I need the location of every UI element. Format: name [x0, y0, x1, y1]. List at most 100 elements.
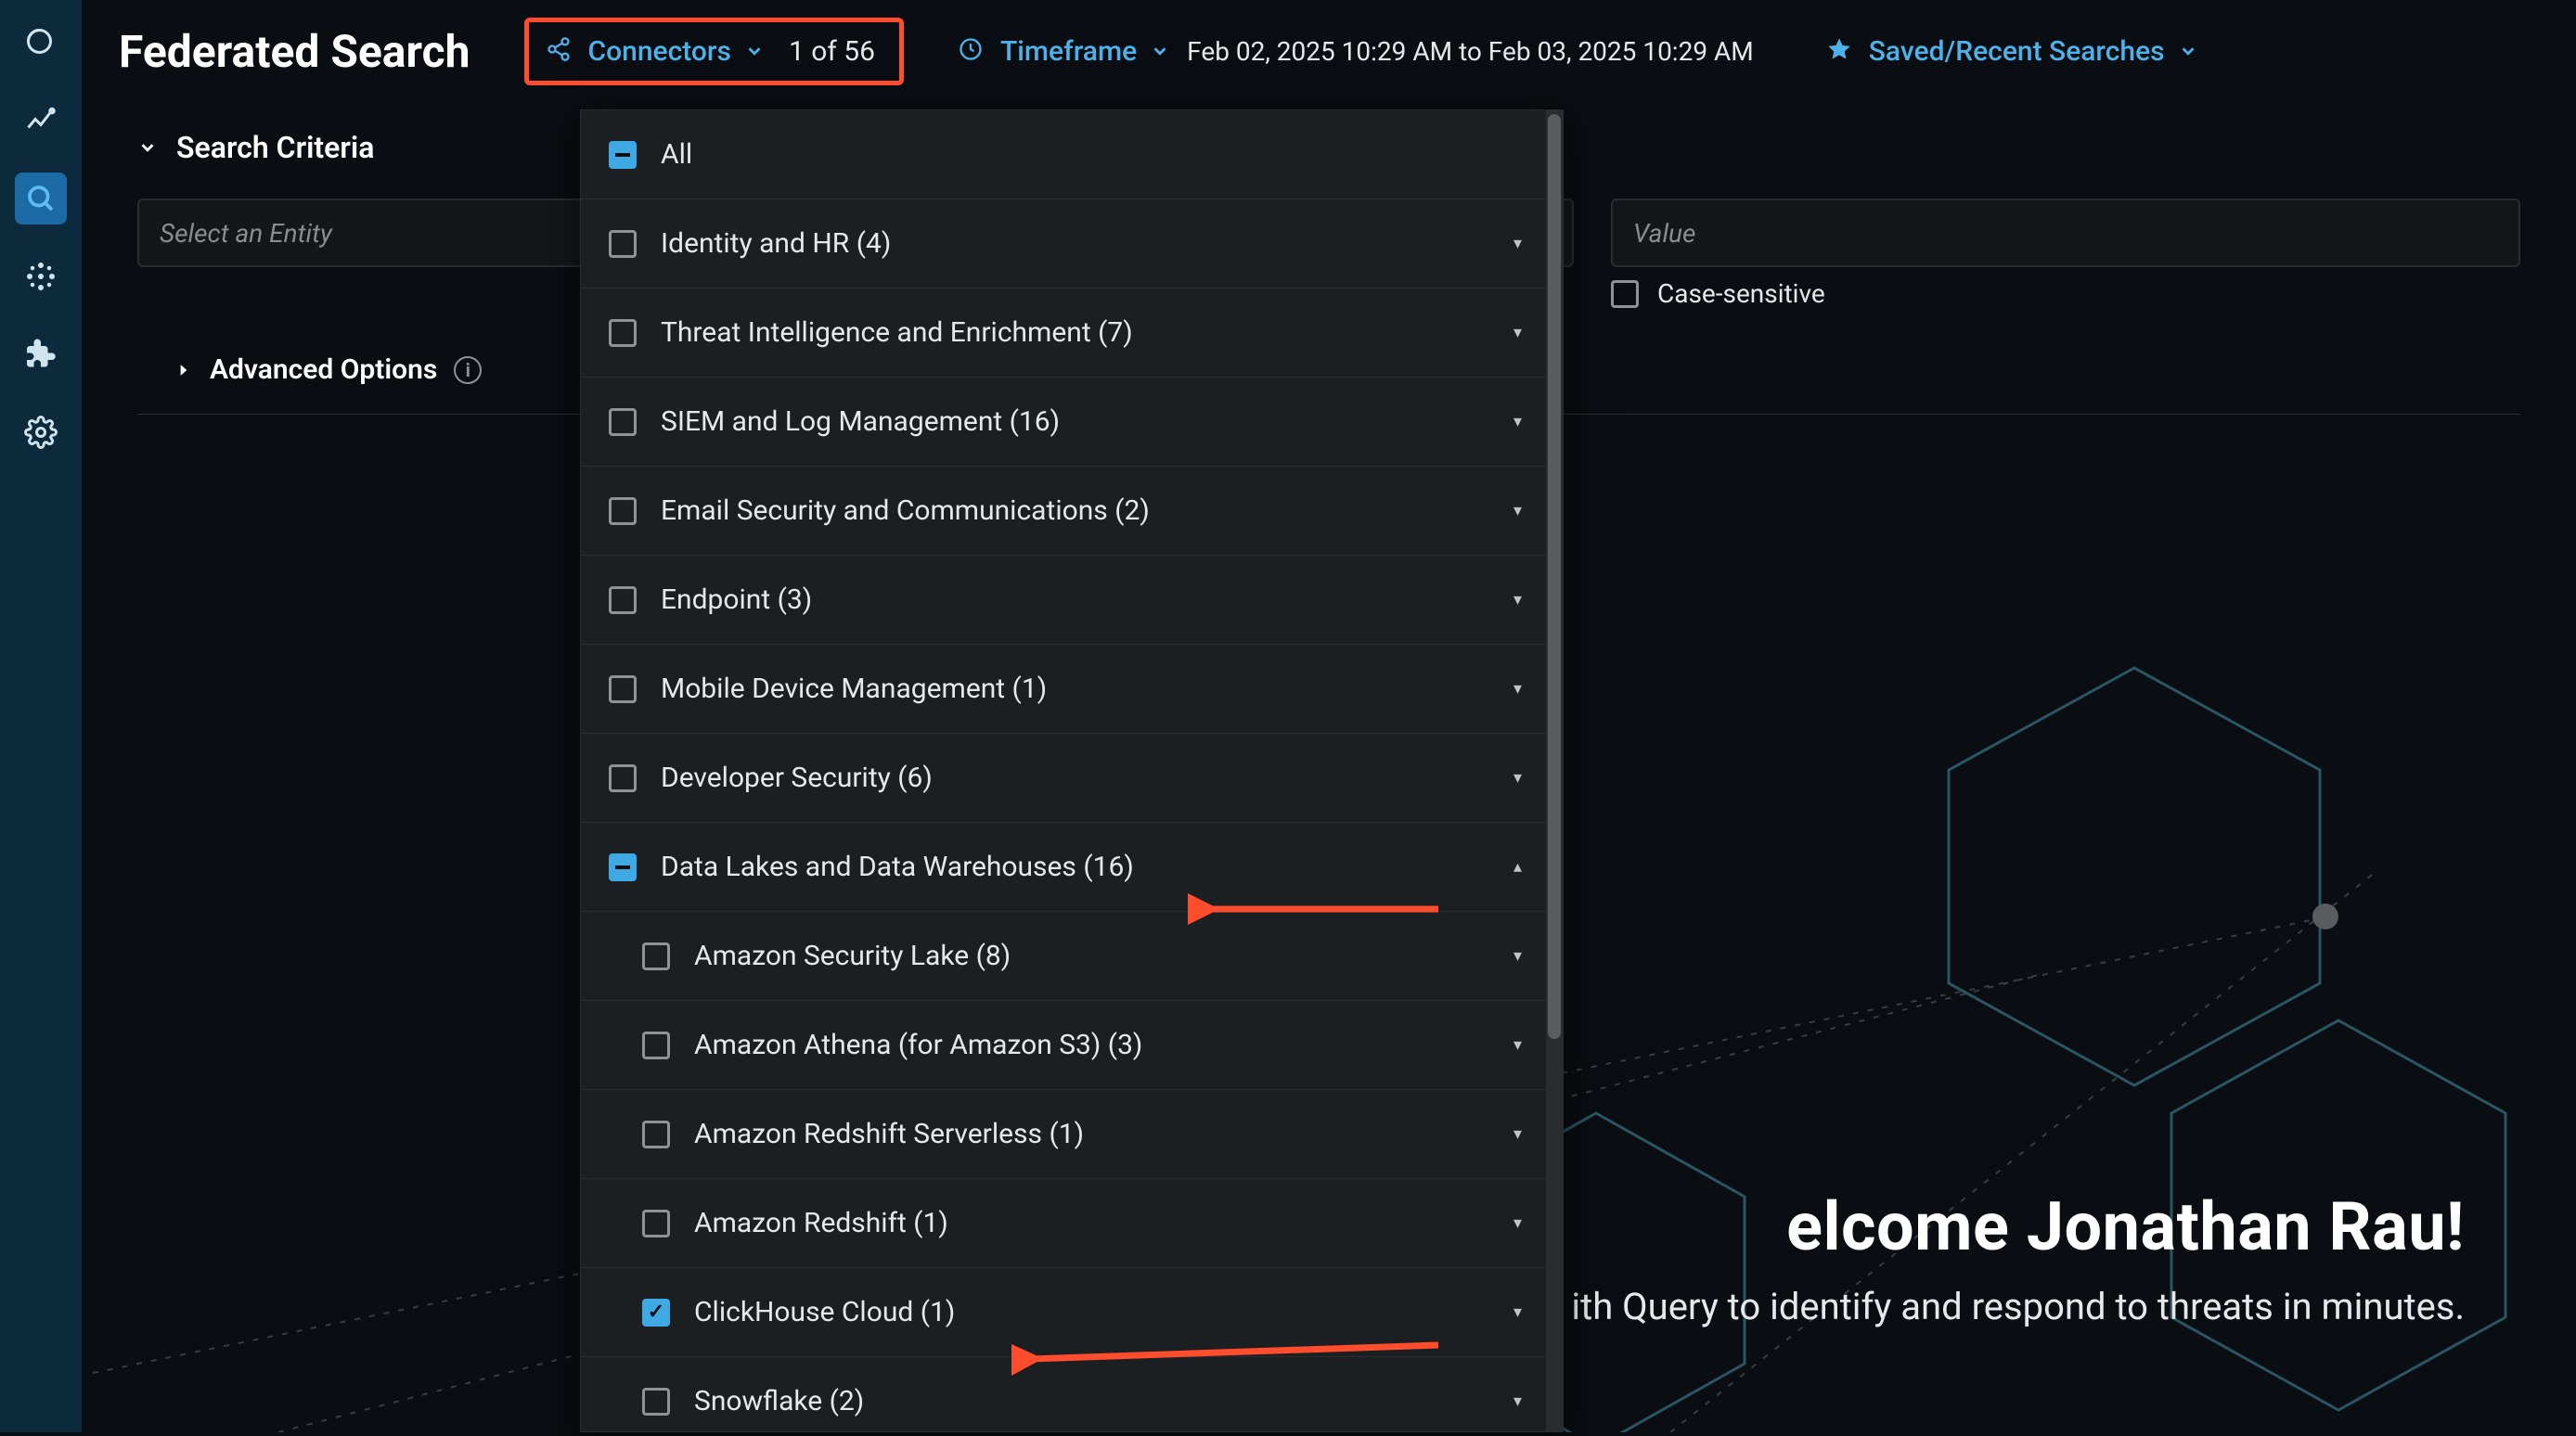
dd-all-label: All: [661, 138, 692, 171]
top-bar: Federated Search Connectors 1 of 56 Time…: [82, 0, 2576, 102]
dd-category[interactable]: Mobile Device Management (1) ▾: [581, 645, 1563, 734]
caret-icon: ▾: [1513, 590, 1522, 609]
connectors-dropdown-panel: All Identity and HR (4)▾Threat Intellige…: [580, 109, 1564, 1432]
dd-category[interactable]: Threat Intelligence and Enrichment (7) ▾: [581, 288, 1563, 378]
share-icon: [546, 36, 572, 66]
entity-placeholder: Select an Entity: [160, 218, 332, 249]
checkbox-icon: [609, 497, 637, 525]
checkbox-icon: [609, 319, 637, 347]
nav-network-icon[interactable]: [15, 250, 67, 302]
dd-category-label: Threat Intelligence and Enrichment (7): [661, 316, 1133, 349]
dd-child-label: ClickHouse Cloud (1): [694, 1296, 955, 1328]
timeframe-value: Feb 02, 2025 10:29 AM to Feb 03, 2025 10…: [1187, 36, 1754, 67]
checkbox-icon: [642, 1121, 670, 1148]
dd-category-label: SIEM and Log Management (16): [661, 405, 1060, 438]
dd-category-label: Endpoint (3): [661, 583, 812, 616]
checkbox-icon: [609, 675, 637, 703]
case-sensitive-toggle[interactable]: Case-sensitive: [1611, 278, 2520, 309]
dd-child-label: Amazon Security Lake (8): [694, 940, 1011, 972]
checkbox-icon: [609, 586, 637, 614]
caret-icon: ▾: [1513, 946, 1522, 966]
saved-searches-label: Saved/Recent Searches: [1869, 35, 2165, 68]
caret-icon: ▾: [1513, 1213, 1522, 1233]
caret-icon: ▾: [1513, 679, 1522, 699]
nav-settings-icon[interactable]: [15, 406, 67, 458]
nav-plugins-icon[interactable]: [15, 328, 67, 380]
caret-icon: ▾: [1513, 1391, 1522, 1411]
caret-icon: ▾: [1513, 234, 1522, 253]
info-icon: i: [454, 356, 482, 384]
caret-icon: ▴: [1513, 857, 1522, 877]
welcome-banner: elcome Jonathan Rau! ith Query to identi…: [1571, 1187, 2465, 1328]
left-nav-rail: [0, 0, 82, 1432]
dd-child-label: Amazon Athena (for Amazon S3) (3): [694, 1029, 1142, 1061]
checkbox-icon: [642, 1388, 670, 1416]
checkbox-icon: [609, 408, 637, 436]
checkbox-icon: [642, 1210, 670, 1237]
page-title: Federated Search: [119, 25, 470, 78]
caret-icon: ▾: [1513, 412, 1522, 431]
welcome-heading: elcome Jonathan Rau!: [1571, 1187, 2465, 1266]
nav-search-icon[interactable]: [15, 173, 67, 224]
dd-child-item[interactable]: ClickHouse Cloud (1) ▾: [581, 1268, 1563, 1357]
dd-category-label: Mobile Device Management (1): [661, 673, 1047, 705]
connectors-highlight: Connectors 1 of 56: [524, 18, 904, 85]
dd-category-label: Identity and HR (4): [661, 227, 891, 260]
checkbox-icon: [642, 942, 670, 970]
dd-category[interactable]: Endpoint (3) ▾: [581, 556, 1563, 645]
checkbox-icon: [609, 764, 637, 792]
dd-child-item[interactable]: Amazon Redshift (1) ▾: [581, 1179, 1563, 1268]
scrollbar-thumb[interactable]: [1548, 114, 1561, 1039]
saved-searches-group[interactable]: Saved/Recent Searches: [1826, 35, 2198, 68]
dd-child-label: Amazon Redshift Serverless (1): [694, 1118, 1084, 1150]
checkbox-indeterminate-icon: [609, 141, 637, 169]
caret-icon: ▾: [1513, 1302, 1522, 1322]
dd-child-item[interactable]: Amazon Redshift Serverless (1) ▾: [581, 1090, 1563, 1179]
dropdown-scrollbar[interactable]: [1546, 110, 1563, 1431]
dd-category-label: Email Security and Communications (2): [661, 494, 1150, 527]
checkbox-icon: [642, 1299, 670, 1327]
chevron-down-icon: [137, 137, 158, 158]
welcome-sub: ith Query to identify and respond to thr…: [1571, 1285, 2465, 1328]
chevron-down-icon: [744, 41, 765, 61]
caret-icon: ▾: [1513, 1035, 1522, 1055]
case-sensitive-label: Case-sensitive: [1657, 278, 1825, 309]
dd-category[interactable]: Identity and HR (4) ▾: [581, 199, 1563, 288]
caret-icon: ▾: [1513, 501, 1522, 520]
value-placeholder: Value: [1633, 218, 1695, 249]
star-icon: [1826, 36, 1852, 66]
dd-child-item[interactable]: Amazon Athena (for Amazon S3) (3) ▾: [581, 1001, 1563, 1090]
caret-icon: ▾: [1513, 323, 1522, 342]
dd-category-label: Developer Security (6): [661, 762, 933, 794]
connectors-label: Connectors: [588, 35, 731, 68]
value-input[interactable]: Value: [1611, 199, 2520, 267]
connectors-dropdown[interactable]: Connectors: [588, 35, 765, 68]
dd-child-label: Snowflake (2): [694, 1385, 864, 1417]
dd-item-all[interactable]: All: [581, 110, 1563, 199]
timeframe-label: Timeframe: [1000, 35, 1137, 68]
dd-category[interactable]: Developer Security (6) ▾: [581, 734, 1563, 823]
caret-right-icon: [174, 361, 193, 379]
clock-icon: [958, 36, 984, 66]
dd-child-label: Amazon Redshift (1): [694, 1207, 948, 1239]
checkbox-icon: [1611, 280, 1639, 308]
nav-logo-icon[interactable]: [15, 17, 67, 69]
caret-icon: ▾: [1513, 768, 1522, 788]
dd-child-item[interactable]: Amazon Security Lake (8) ▾: [581, 912, 1563, 1001]
dd-category[interactable]: Data Lakes and Data Warehouses (16) ▴: [581, 823, 1563, 912]
advanced-options-label: Advanced Options: [210, 353, 437, 386]
timeframe-group[interactable]: Timeframe Feb 02, 2025 10:29 AM to Feb 0…: [958, 35, 1754, 68]
dd-child-item[interactable]: Snowflake (2) ▾: [581, 1357, 1563, 1432]
connectors-count: 1 of 56: [789, 35, 875, 68]
checkbox-icon: [609, 853, 637, 881]
chevron-down-icon: [2178, 41, 2198, 61]
chevron-down-icon: [1150, 41, 1170, 61]
caret-icon: ▾: [1513, 1124, 1522, 1144]
dd-category-label: Data Lakes and Data Warehouses (16): [661, 851, 1134, 883]
search-criteria-heading: Search Criteria: [176, 130, 374, 165]
dd-category[interactable]: Email Security and Communications (2) ▾: [581, 467, 1563, 556]
nav-analytics-icon[interactable]: [15, 95, 67, 147]
checkbox-icon: [642, 1032, 670, 1059]
checkbox-icon: [609, 230, 637, 258]
dd-category[interactable]: SIEM and Log Management (16) ▾: [581, 378, 1563, 467]
